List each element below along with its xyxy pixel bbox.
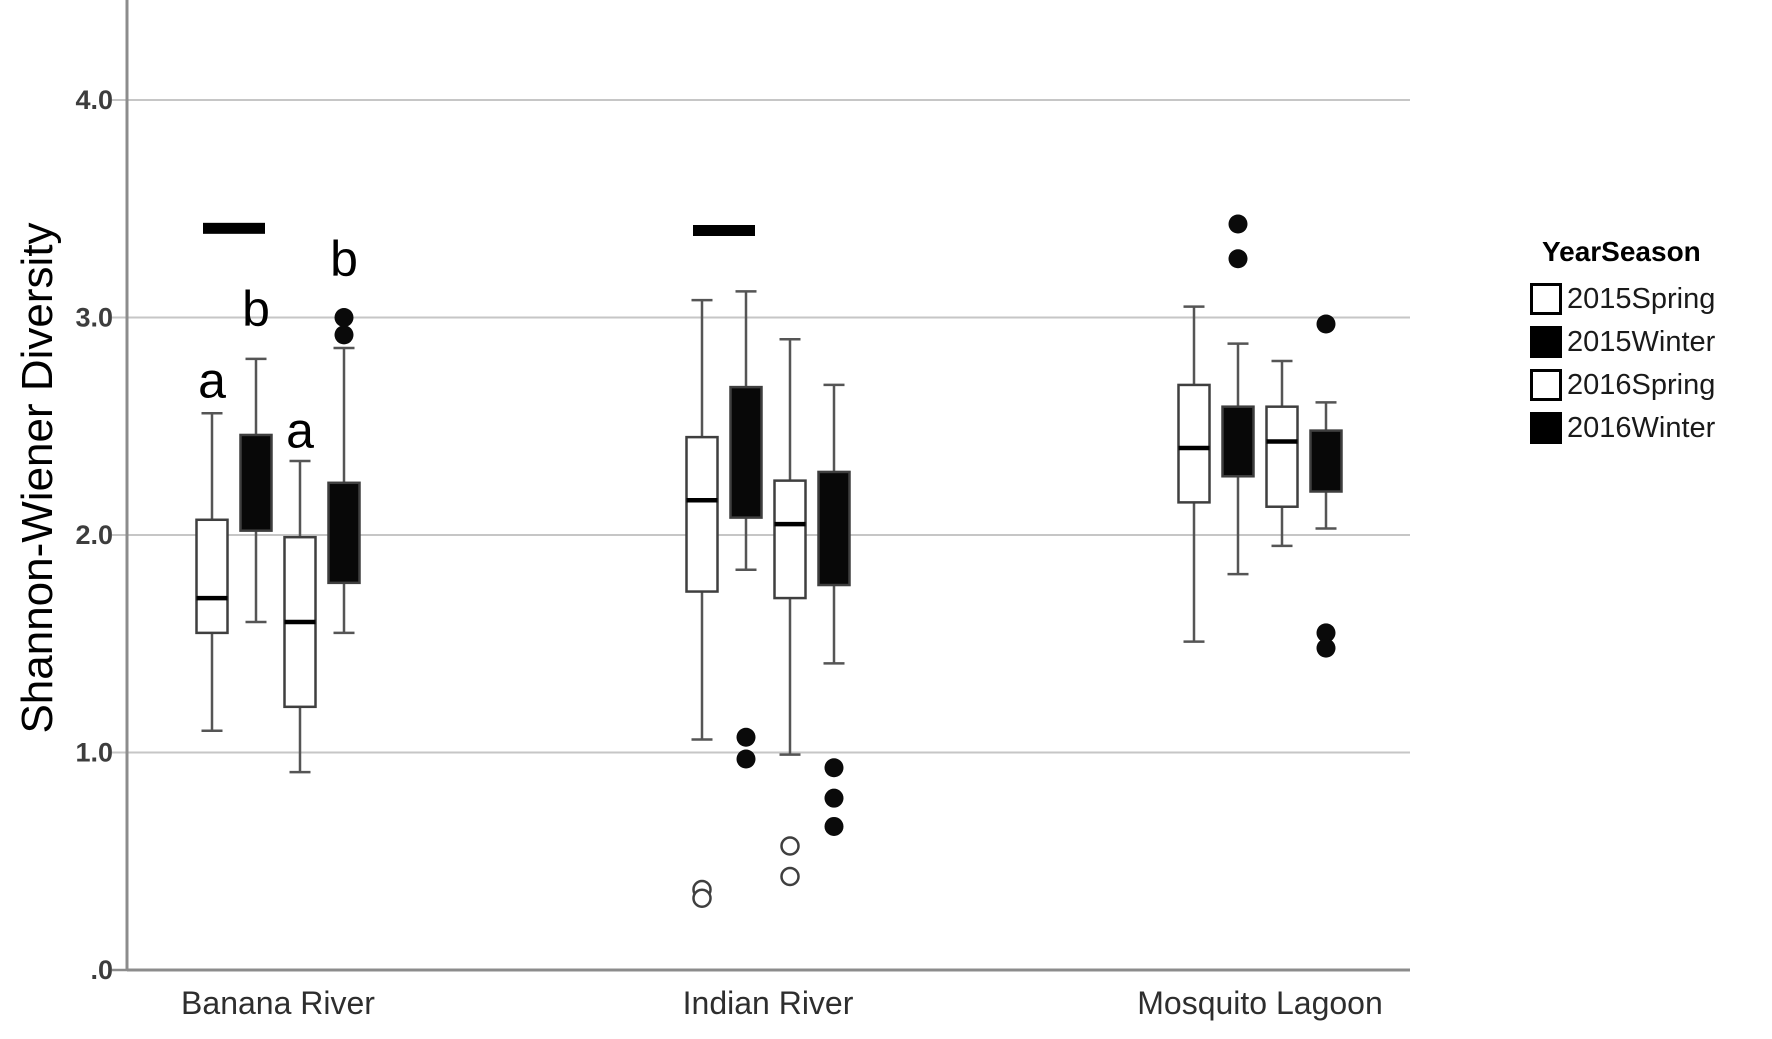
boxplot-box	[195, 518, 229, 635]
outlier-open	[692, 888, 712, 908]
boxplot-box	[1177, 383, 1211, 504]
y-tick-label: 1.0	[75, 738, 113, 768]
outlier-filled	[824, 758, 844, 778]
y-axis-title: Shannon-Wiener Diversity	[13, 222, 62, 734]
outlier-filled	[736, 749, 756, 769]
legend-item-label: 2016Winter	[1567, 411, 1716, 444]
legend: YearSeason 2015Spring 2015Winter 2016Sprin…	[1530, 236, 1770, 456]
boxplot-box	[239, 433, 273, 532]
significance-letter: a	[198, 353, 226, 409]
legend-item: 2015Spring	[1530, 282, 1770, 315]
legend-swatch	[1530, 412, 1562, 444]
legend-swatch	[1530, 326, 1562, 358]
y-tick-label: .0	[90, 955, 113, 985]
significance-bar	[693, 225, 755, 236]
boxplot-box	[817, 470, 851, 587]
legend-swatch	[1530, 369, 1562, 401]
outlier-filled	[1316, 314, 1336, 334]
legend-item-label: 2016Spring	[1567, 368, 1716, 401]
legend-item: 2016Winter	[1530, 411, 1770, 444]
x-category-label: Indian River	[683, 985, 854, 1021]
y-tick-label: 3.0	[75, 303, 113, 333]
legend-items: 2015Spring 2015Winter 2016Spring 2016Winter	[1530, 282, 1770, 444]
y-tick-label: 4.0	[75, 85, 113, 115]
legend-item: 2015Winter	[1530, 325, 1770, 358]
boxplot-box	[729, 385, 763, 519]
outlier-filled	[736, 727, 756, 747]
significance-letter: a	[286, 403, 314, 459]
outlier-filled	[1316, 623, 1336, 643]
x-category-label: Banana River	[181, 985, 375, 1021]
boxplot-box	[1309, 429, 1343, 493]
boxplot-box	[327, 481, 361, 585]
y-tick-label: 2.0	[75, 520, 113, 550]
legend-swatch	[1530, 283, 1562, 315]
outlier-open	[780, 836, 800, 856]
significance-letter: b	[242, 281, 270, 337]
significance-letter: b	[330, 231, 358, 287]
outlier-filled	[1228, 249, 1248, 269]
boxplot-box	[685, 435, 719, 593]
boxplot-box	[1265, 405, 1299, 508]
legend-item-label: 2015Winter	[1567, 325, 1716, 358]
outlier-filled	[334, 308, 354, 327]
outlier-filled	[1316, 638, 1336, 658]
legend-title: YearSeason	[1542, 236, 1701, 267]
outlier-filled	[824, 788, 844, 808]
boxplot-box	[1221, 405, 1255, 478]
outlier-filled	[824, 816, 844, 836]
outlier-filled	[1228, 214, 1248, 234]
significance-bar	[203, 222, 265, 234]
boxplot-box	[773, 479, 807, 600]
outlier-open	[780, 866, 800, 887]
legend-item-label: 2015Spring	[1567, 282, 1716, 315]
legend-item: 2016Spring	[1530, 368, 1770, 401]
x-category-label: Mosquito Lagoon	[1137, 985, 1383, 1021]
outlier-filled	[334, 325, 354, 345]
